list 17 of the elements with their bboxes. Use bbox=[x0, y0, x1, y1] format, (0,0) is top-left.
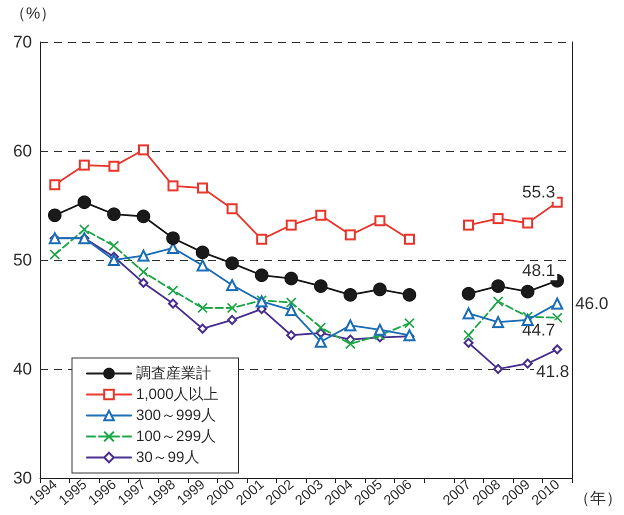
y-tick-label: 30 bbox=[13, 468, 32, 488]
y-axis-title: （%） bbox=[10, 6, 56, 22]
y-tick-label: 70 bbox=[13, 32, 32, 52]
legend-label: 300～999人 bbox=[136, 407, 216, 424]
y-tick-label: 50 bbox=[13, 250, 32, 270]
legend-label: 100～299人 bbox=[136, 428, 216, 445]
data-label: 41.8 bbox=[536, 362, 570, 381]
data-label: 48.1 bbox=[522, 261, 556, 280]
legend-label: 調査産業計 bbox=[136, 365, 211, 382]
y-tick-label: 60 bbox=[13, 142, 32, 160]
data-label: 55.3 bbox=[522, 182, 556, 202]
x-axis-title: （年） bbox=[574, 490, 622, 508]
legend-label: 30～99人 bbox=[136, 449, 200, 466]
y-tick-label: 40 bbox=[13, 360, 32, 378]
data-label: 44.7 bbox=[522, 320, 556, 340]
legend-label: 1,000人以上 bbox=[136, 386, 219, 403]
data-label: 46.0 bbox=[575, 294, 608, 314]
